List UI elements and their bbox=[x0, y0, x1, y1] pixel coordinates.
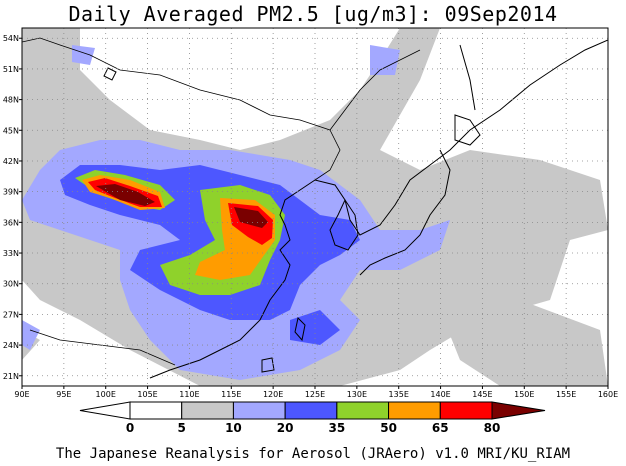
lon-tick-label: 135E bbox=[389, 390, 409, 399]
colorbar-label: 35 bbox=[329, 421, 346, 435]
lat-tick-label: 39N bbox=[3, 188, 19, 197]
colorbar-swatch bbox=[181, 401, 234, 420]
lon-tick-label: 150E bbox=[514, 390, 534, 399]
colorbar-max-arrow bbox=[491, 401, 546, 420]
colorbar-swatch bbox=[129, 401, 183, 420]
colorbar-label: 50 bbox=[380, 421, 397, 435]
lon-tick-label: 95E bbox=[56, 390, 71, 399]
lon-tick-label: 120E bbox=[263, 390, 283, 399]
lat-tick-label: 36N bbox=[3, 218, 19, 227]
colorbar-label: 0 bbox=[126, 421, 134, 435]
colorbar-swatch bbox=[439, 401, 493, 420]
lon-tick-label: 155E bbox=[556, 390, 576, 399]
longitude-axis: 90E 95E 100E 105E 110E 115E 120E 125E 130E 135E 14… bbox=[14, 386, 618, 399]
colorbar-swatch bbox=[336, 401, 390, 420]
colorbar-swatch bbox=[284, 401, 338, 420]
lon-tick-label: 145E bbox=[472, 390, 492, 399]
lon-tick-label: 125E bbox=[305, 390, 325, 399]
colorbar-label: 5 bbox=[178, 421, 186, 435]
lat-tick-label: 54N bbox=[3, 34, 19, 43]
lon-tick-label: 115E bbox=[221, 390, 241, 399]
lat-tick-label: 24N bbox=[3, 341, 19, 350]
lon-tick-label: 130E bbox=[347, 390, 367, 399]
pm25-band-80-plus bbox=[96, 184, 268, 228]
lat-tick-label: 48N bbox=[3, 96, 19, 105]
lat-tick-label: 33N bbox=[3, 249, 19, 258]
colorbar-swatch bbox=[232, 401, 286, 420]
colorbar-label: 80 bbox=[484, 421, 501, 435]
latitude-axis: 21N 24N 27N 30N 33N 36N 39N 42N 45N 48N 51N 54N bbox=[3, 34, 22, 381]
map-title: Daily Averaged PM2.5 [ug/m3]: 09Sep2014 bbox=[68, 2, 558, 26]
lat-tick-label: 30N bbox=[3, 280, 19, 289]
lon-tick-label: 140E bbox=[430, 390, 450, 399]
colorbar-label: 20 bbox=[277, 421, 294, 435]
lat-tick-label: 42N bbox=[3, 157, 19, 166]
colorbar-label: 65 bbox=[432, 421, 449, 435]
lat-tick-label: 51N bbox=[3, 65, 19, 74]
colorbar-legend: 0 5 10 20 35 50 65 80 bbox=[79, 401, 546, 435]
lon-tick-label: 100E bbox=[96, 390, 116, 399]
borders bbox=[22, 37, 421, 366]
lat-tick-label: 21N bbox=[3, 372, 19, 381]
lat-tick-label: 45N bbox=[3, 126, 19, 135]
lon-tick-label: 105E bbox=[137, 390, 157, 399]
colorbar-swatch bbox=[388, 401, 441, 420]
colorbar-label: 10 bbox=[225, 421, 242, 435]
credit-line: The Japanese Reanalysis for Aerosol (JRA… bbox=[55, 446, 571, 462]
colorbar-min-arrow bbox=[79, 401, 131, 420]
lon-tick-label: 110E bbox=[179, 390, 199, 399]
lat-tick-label: 27N bbox=[3, 310, 19, 319]
lon-tick-label: 160E bbox=[598, 390, 618, 399]
lon-tick-label: 90E bbox=[14, 390, 29, 399]
